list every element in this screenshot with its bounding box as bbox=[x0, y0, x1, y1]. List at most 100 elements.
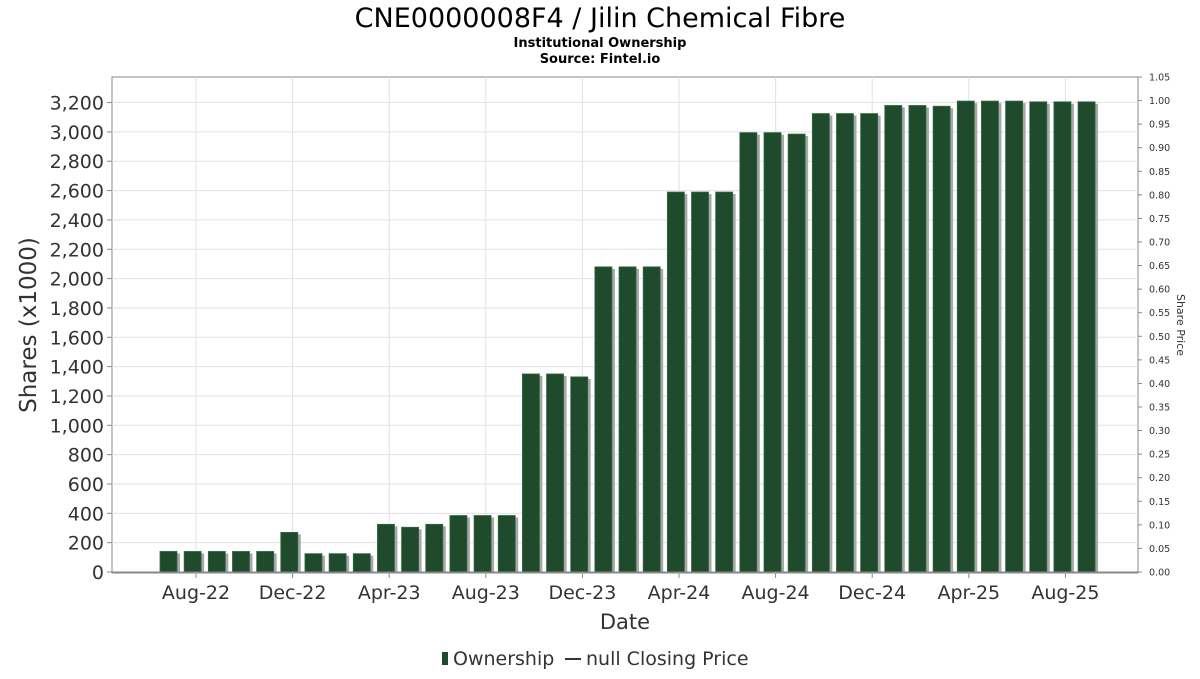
x-tick-label: Apr-23 bbox=[358, 582, 421, 604]
y-tick-label: 1,400 bbox=[50, 357, 104, 379]
y2-tick-label: 0.45 bbox=[1149, 355, 1170, 366]
x-tick-label: Dec-23 bbox=[548, 582, 616, 604]
ownership-bar bbox=[328, 553, 347, 573]
y2-tick-label: 0.35 bbox=[1149, 403, 1170, 414]
ownership-bar bbox=[280, 531, 299, 573]
y2-axis-label: Share Price bbox=[1174, 294, 1187, 356]
y2-axis-ticks: 0.00 0.05 0.10 0.15 0.20 0.25 0.30 0.35 0.40 0.45… bbox=[1138, 73, 1170, 579]
ownership-bar bbox=[1029, 101, 1048, 573]
ownership-bar bbox=[401, 526, 420, 573]
ownership-bar bbox=[425, 523, 444, 573]
y2-tick-label: 0.80 bbox=[1149, 190, 1170, 201]
ownership-bar bbox=[787, 133, 806, 573]
y2-tick-label: 0.75 bbox=[1149, 214, 1170, 225]
x-tick-label: Apr-25 bbox=[937, 582, 1000, 604]
y2-tick-label: 0.40 bbox=[1149, 379, 1170, 390]
y2-tick-label: 0.55 bbox=[1149, 308, 1170, 319]
ownership-bar bbox=[497, 515, 516, 573]
y-tick-label: 400 bbox=[68, 503, 104, 525]
y-tick-label: 1,200 bbox=[50, 386, 104, 408]
y2-tick-label: 0.20 bbox=[1149, 473, 1170, 484]
ownership-bar bbox=[594, 266, 613, 573]
y2-tick-label: 0.00 bbox=[1149, 568, 1170, 579]
y-tick-label: 3,200 bbox=[50, 93, 104, 115]
ownership-bars bbox=[112, 100, 1138, 573]
ownership-bar bbox=[691, 191, 709, 573]
ownership-bar bbox=[908, 105, 927, 573]
y2-tick-label: 0.15 bbox=[1149, 497, 1170, 508]
ownership-bar bbox=[377, 523, 395, 573]
ownership-bar bbox=[352, 553, 371, 573]
y2-tick-label: 0.10 bbox=[1149, 520, 1170, 531]
legend-ownership-swatch bbox=[442, 652, 448, 665]
y-tick-label: 2,600 bbox=[50, 181, 104, 203]
y-axis-ticks: 0 200 400 600 800 1,000 1,200 1,400 1,600 1,800 2,… bbox=[50, 93, 112, 584]
ownership-bar bbox=[836, 113, 854, 573]
y2-tick-label: 0.25 bbox=[1149, 450, 1170, 461]
x-axis-label: Date bbox=[600, 610, 650, 634]
legend: Ownership null Closing Price bbox=[442, 648, 749, 670]
legend-price-label: null Closing Price bbox=[586, 648, 749, 670]
y2-tick-label: 0.95 bbox=[1149, 120, 1170, 131]
legend-ownership-label: Ownership bbox=[453, 648, 554, 670]
ownership-bar bbox=[1077, 101, 1096, 573]
ownership-bar bbox=[618, 266, 637, 573]
ownership-bar bbox=[570, 376, 589, 573]
ownership-bar bbox=[256, 551, 275, 573]
chart-source: Source: Fintel.io bbox=[540, 52, 661, 67]
y2-tick-label: 0.60 bbox=[1149, 285, 1170, 296]
ownership-bar bbox=[159, 551, 178, 573]
x-tick-label: Aug-25 bbox=[1031, 582, 1099, 604]
ownership-bar bbox=[232, 551, 250, 573]
y-tick-label: 3,000 bbox=[50, 122, 104, 144]
ownership-bar bbox=[956, 100, 975, 573]
ownership-bar bbox=[449, 515, 468, 573]
x-axis-ticks: Aug-22 Dec-22 Apr-23 Aug-23 Dec-23 Apr-24 Aug-… bbox=[162, 573, 1099, 604]
chart-title: CNE0000008F4 / Jilin Chemical Fibre bbox=[355, 3, 846, 34]
y-tick-label: 800 bbox=[68, 445, 104, 467]
y2-tick-label: 0.85 bbox=[1149, 167, 1170, 178]
ownership-bar bbox=[811, 113, 830, 573]
y-tick-label: 2,400 bbox=[50, 210, 104, 232]
y2-tick-label: 0.05 bbox=[1149, 544, 1170, 555]
ownership-bar bbox=[739, 132, 758, 573]
ownership-bar bbox=[860, 113, 879, 573]
ownership-bar bbox=[763, 132, 782, 573]
y-tick-label: 2,800 bbox=[50, 151, 104, 173]
y-tick-label: 600 bbox=[68, 474, 104, 496]
chart-subtitle: Institutional Ownership bbox=[514, 36, 687, 51]
y2-tick-label: 0.65 bbox=[1149, 261, 1170, 272]
ownership-bar bbox=[981, 100, 999, 573]
ownership-bar bbox=[932, 105, 951, 573]
y-tick-label: 1,600 bbox=[50, 327, 104, 349]
ownership-bar bbox=[884, 105, 903, 573]
y-tick-label: 0 bbox=[92, 562, 104, 584]
ownership-bar bbox=[546, 373, 564, 573]
y-tick-label: 2,000 bbox=[50, 269, 104, 291]
ownership-bar bbox=[715, 191, 734, 573]
ownership-bar bbox=[207, 551, 226, 573]
ownership-bar bbox=[666, 191, 685, 573]
y2-tick-label: 0.30 bbox=[1149, 426, 1170, 437]
ownership-bar bbox=[642, 266, 661, 573]
y2-tick-label: 1.05 bbox=[1149, 73, 1170, 84]
ownership-bar bbox=[304, 553, 323, 573]
x-tick-label: Dec-22 bbox=[259, 582, 327, 604]
ownership-bar bbox=[522, 373, 540, 573]
x-tick-label: Dec-24 bbox=[838, 582, 906, 604]
y-tick-label: 200 bbox=[68, 533, 104, 555]
ownership-bar bbox=[473, 515, 492, 573]
y2-tick-label: 1.00 bbox=[1149, 96, 1170, 107]
y-tick-label: 1,000 bbox=[50, 415, 104, 437]
x-tick-label: Aug-22 bbox=[162, 582, 230, 604]
y-tick-label: 1,800 bbox=[50, 298, 104, 320]
x-tick-label: Apr-24 bbox=[648, 582, 711, 604]
y2-tick-label: 0.70 bbox=[1149, 238, 1170, 249]
x-tick-label: Aug-23 bbox=[452, 582, 520, 604]
y2-tick-label: 0.50 bbox=[1149, 332, 1170, 343]
y2-tick-label: 0.90 bbox=[1149, 143, 1170, 154]
y-axis-label: Shares (x1000) bbox=[16, 237, 42, 413]
ownership-bar bbox=[183, 551, 202, 573]
